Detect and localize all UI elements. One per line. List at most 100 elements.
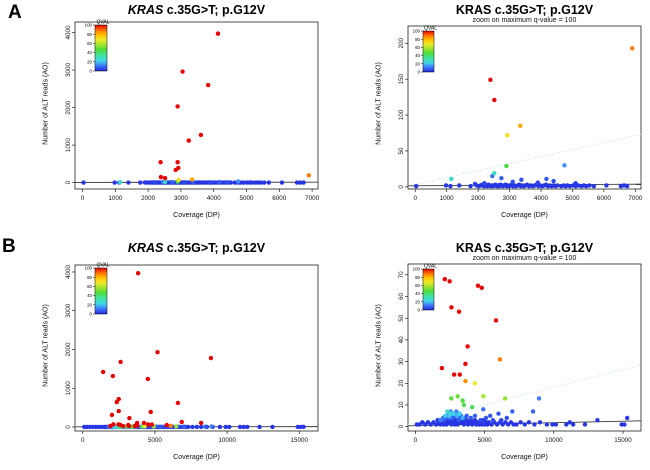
svg-text:0: 0 [65, 425, 72, 429]
svg-text:10000: 10000 [218, 437, 236, 444]
data-point [294, 180, 300, 185]
title-rest: c.35G>T; p.G12V [491, 241, 594, 255]
svg-text:15000: 15000 [614, 437, 632, 444]
svg-text:3000: 3000 [174, 195, 189, 202]
plot-area [75, 270, 318, 430]
figure-label-b: B [2, 236, 16, 257]
data-point [118, 359, 123, 365]
data-point [117, 180, 123, 185]
svg-text:40: 40 [87, 293, 92, 298]
data-point [530, 409, 536, 414]
data-point [158, 174, 164, 180]
data-point [518, 123, 523, 129]
svg-text:4000: 4000 [65, 25, 72, 40]
data-point [460, 398, 465, 403]
data-point [468, 415, 474, 421]
plot-area [408, 46, 641, 189]
svg-text:10: 10 [398, 401, 405, 409]
data-point [158, 159, 163, 165]
data-point [100, 369, 106, 375]
data-point [126, 180, 131, 185]
plot-title: KRAS c.35G>T; p.G12V [75, 241, 318, 255]
data-point [514, 422, 519, 427]
data-point [564, 422, 569, 427]
svg-text:3000: 3000 [65, 303, 72, 318]
data-point [502, 396, 508, 401]
svg-text:0: 0 [90, 312, 93, 317]
x-axis-label: Coverage (DP) [173, 454, 220, 461]
legend-colorbar [422, 30, 435, 73]
data-point [186, 138, 191, 143]
svg-text:60: 60 [415, 45, 420, 50]
data-point [504, 415, 509, 421]
data-point [504, 163, 509, 169]
data-point [604, 183, 609, 188]
svg-text:0: 0 [413, 195, 417, 202]
data-point [536, 396, 542, 401]
plot-area [408, 276, 641, 427]
legend-title: QVAL [97, 20, 110, 26]
gene-symbol: KRAS [455, 241, 492, 255]
svg-text:2000: 2000 [65, 342, 72, 357]
svg-text:0: 0 [81, 195, 85, 202]
data-point [448, 183, 453, 189]
data-point [483, 415, 489, 421]
svg-text:4000: 4000 [207, 195, 222, 202]
data-point [185, 424, 191, 430]
data-point [629, 46, 635, 51]
x-axis: 0 1000 2000 3000 4000 5000 6000 7000 [413, 189, 643, 202]
svg-text:40: 40 [415, 53, 420, 58]
x-axis: 0 5000 10000 15000 [81, 431, 308, 444]
data-point [457, 183, 462, 188]
data-point [562, 163, 567, 168]
plot-area [75, 31, 318, 185]
data-point [481, 407, 486, 412]
data-point [447, 279, 452, 284]
points-layer [81, 31, 312, 185]
data-point [120, 423, 126, 429]
data-point [567, 420, 572, 425]
confidence-line [408, 364, 641, 425]
plot-box [74, 21, 319, 190]
svg-text:6000: 6000 [272, 195, 287, 202]
data-point [179, 419, 184, 425]
svg-text:0: 0 [398, 185, 405, 189]
data-point [175, 400, 181, 406]
data-point [247, 180, 252, 185]
data-point [624, 183, 630, 189]
data-point [455, 394, 460, 399]
svg-text:7000: 7000 [305, 195, 320, 202]
data-point [442, 276, 448, 282]
data-point [499, 176, 504, 181]
data-point [493, 318, 499, 323]
data-point [518, 420, 523, 425]
data-point [270, 424, 275, 430]
svg-text:0: 0 [65, 180, 72, 184]
data-point [472, 413, 478, 419]
svg-text:15000: 15000 [290, 437, 308, 444]
svg-text:100: 100 [413, 267, 421, 272]
legend-colorbar [422, 268, 435, 311]
svg-text:70: 70 [398, 271, 405, 279]
plot-box [407, 263, 642, 432]
data-point [544, 422, 550, 427]
data-point [266, 180, 272, 185]
data-point [241, 180, 247, 185]
points-layer [413, 46, 635, 189]
data-point [469, 404, 475, 410]
svg-text:60: 60 [415, 283, 420, 288]
data-point [110, 373, 116, 379]
data-point [279, 180, 285, 185]
data-point [145, 376, 150, 382]
svg-text:1000: 1000 [440, 195, 455, 202]
data-point [624, 415, 630, 421]
svg-text:60: 60 [398, 293, 405, 301]
data-point [175, 159, 180, 165]
data-point [301, 424, 306, 430]
data-point [198, 132, 204, 138]
data-point [152, 180, 157, 185]
data-point [182, 180, 187, 185]
svg-text:80: 80 [415, 37, 420, 42]
data-point [573, 181, 578, 186]
svg-text:3000: 3000 [65, 63, 72, 78]
